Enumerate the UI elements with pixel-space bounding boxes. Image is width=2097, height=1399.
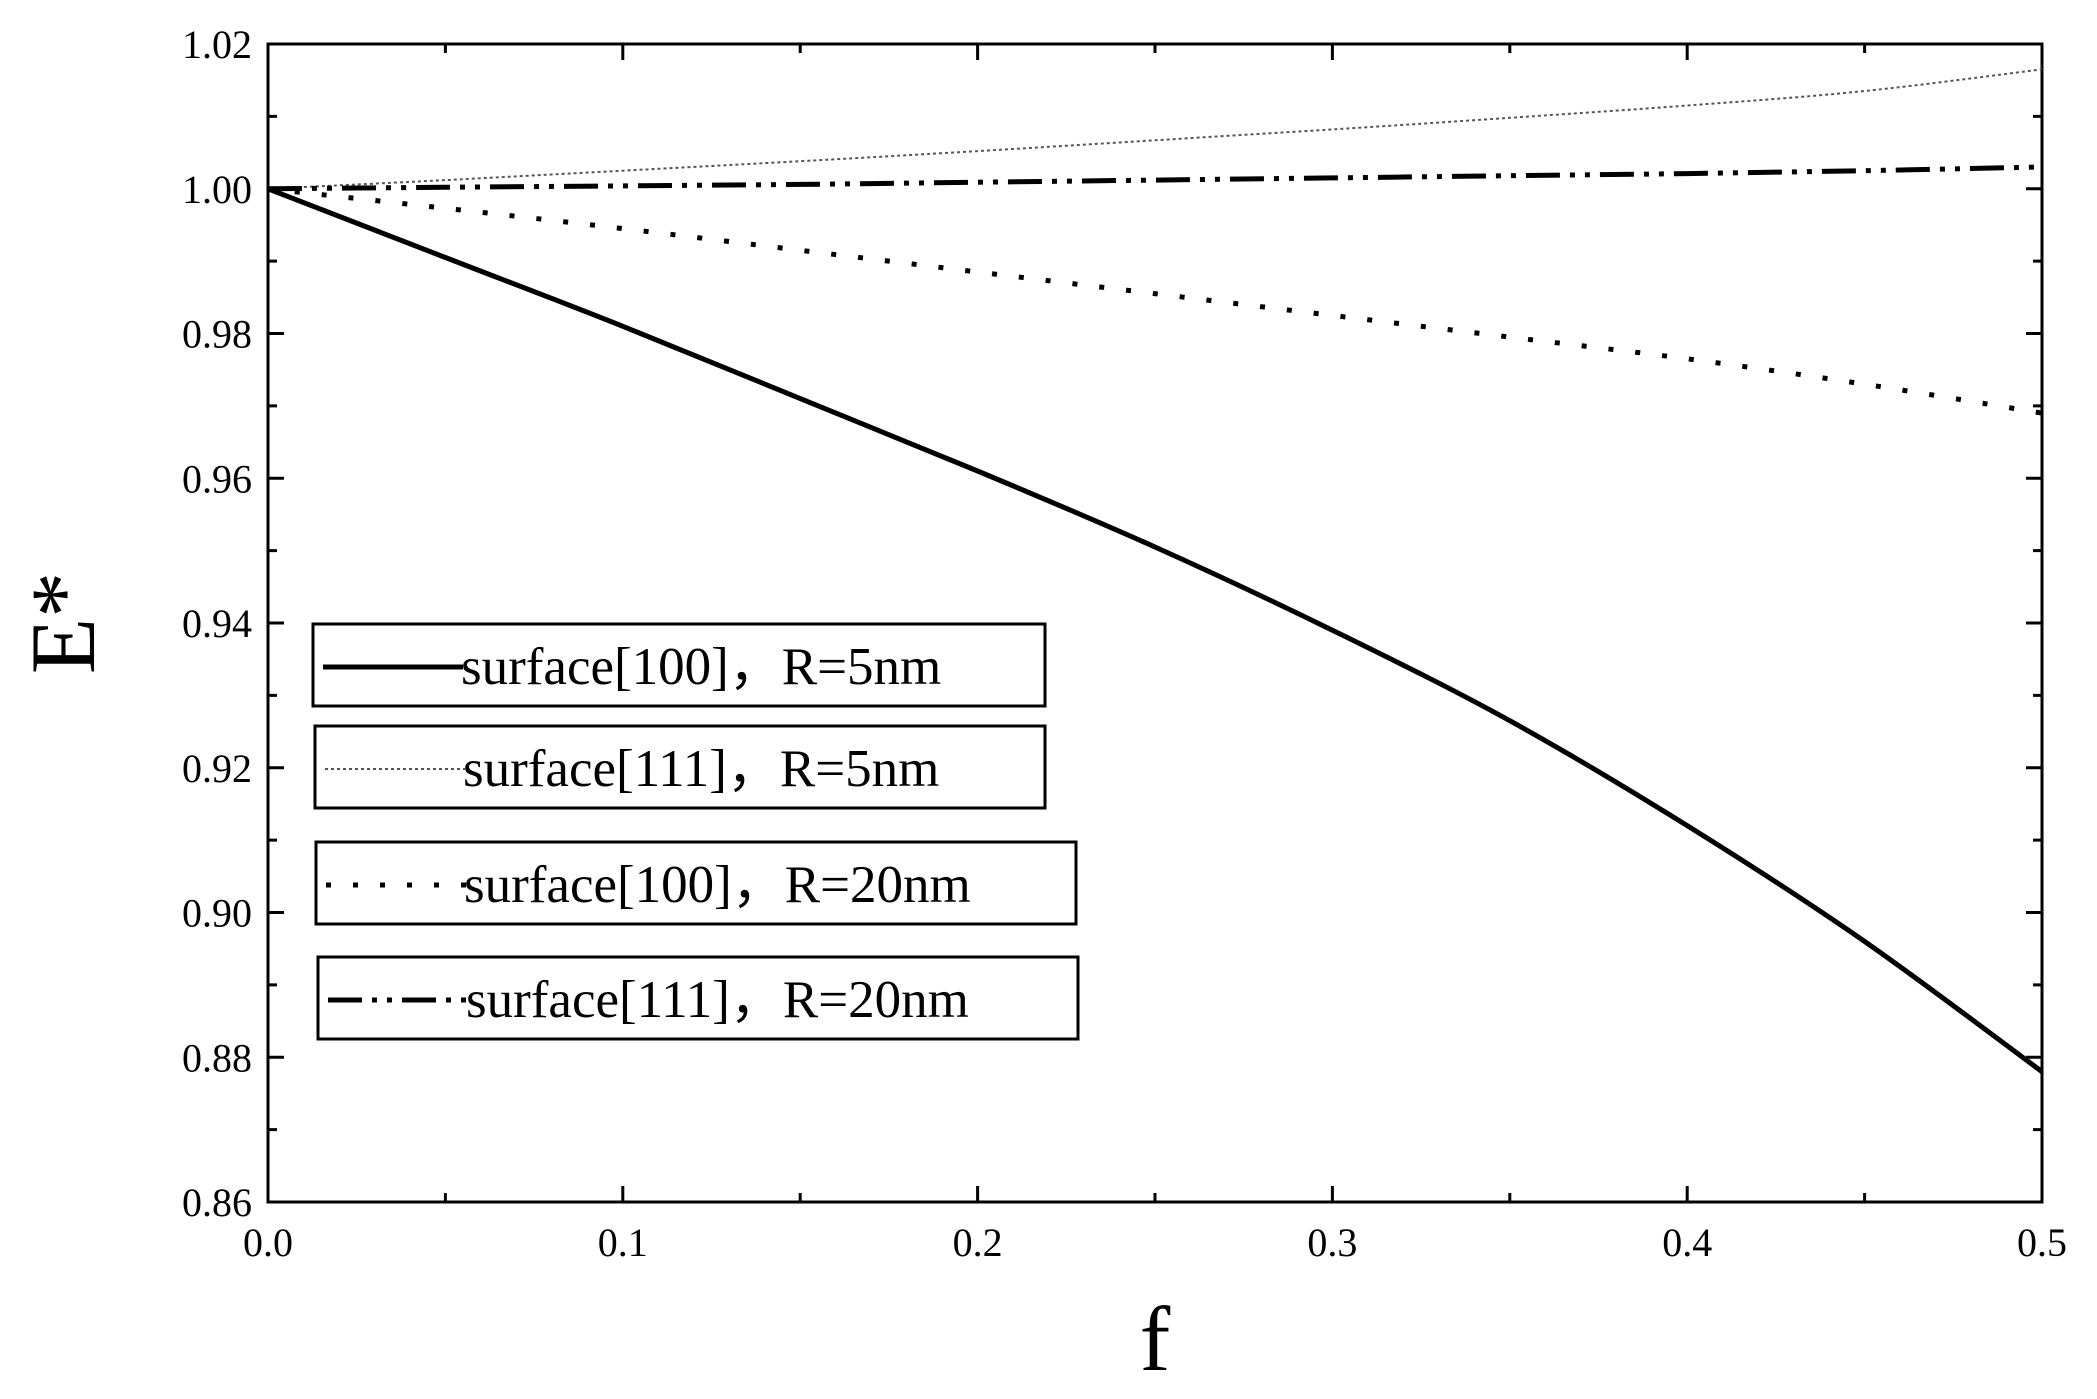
x-tick-label: 0.0	[243, 1220, 293, 1265]
legend: surface[100]，R=5nm surface[111]，R=5nm surf…	[311, 622, 1080, 1041]
series-layer	[267, 68, 2044, 1074]
y-tick-label: 1.00	[182, 167, 252, 212]
x-tick-label: 0.1	[598, 1220, 648, 1265]
y-tick-label: 0.96	[182, 456, 252, 501]
legend-entry: surface[111]，R=20nm	[316, 955, 1080, 1041]
legend-box	[313, 724, 1047, 810]
y-tick-label: 0.86	[182, 1180, 252, 1225]
axis-layer: 0.0 0.1 0.2 0.3 0.4 0.5 0.86 0.88 0.90 0.92 0.94 0.…	[182, 22, 2067, 1265]
y-tick-label: 0.98	[182, 312, 252, 357]
legend-entry: surface[100]，R=5nm	[311, 622, 1047, 708]
x-tick-label: 0.5	[2017, 1220, 2067, 1265]
series-line-1	[267, 186, 2044, 1074]
x-tick-label: 0.2	[953, 1220, 1003, 1265]
series-line-2	[267, 68, 2043, 190]
x-tick-label: 0.3	[1307, 1220, 1357, 1265]
legend-box	[316, 955, 1080, 1041]
y-axis-title: E*	[12, 572, 114, 674]
y-tick-label: 1.02	[182, 22, 252, 67]
series-line-3	[267, 186, 2043, 416]
legend-label: surface[111]，R=20nm	[466, 971, 969, 1029]
series-line-4	[267, 164, 2043, 192]
y-tick-label: 0.88	[182, 1035, 252, 1080]
x-axis-title: f	[1140, 1288, 1171, 1390]
y-tick-label: 0.92	[182, 746, 252, 791]
legend-entry: surface[111]，R=5nm	[313, 724, 1047, 810]
y-tick-label: 0.94	[182, 601, 252, 646]
legend-label: surface[100]，R=5nm	[461, 638, 941, 696]
legend-box	[314, 840, 1078, 926]
legend-entry: surface[100]，R=20nm	[314, 840, 1078, 926]
legend-label: surface[111]，R=5nm	[463, 740, 939, 798]
y-tick-label: 0.90	[182, 891, 252, 936]
x-tick-label: 0.4	[1662, 1220, 1712, 1265]
legend-label: surface[100]，R=20nm	[464, 856, 971, 914]
